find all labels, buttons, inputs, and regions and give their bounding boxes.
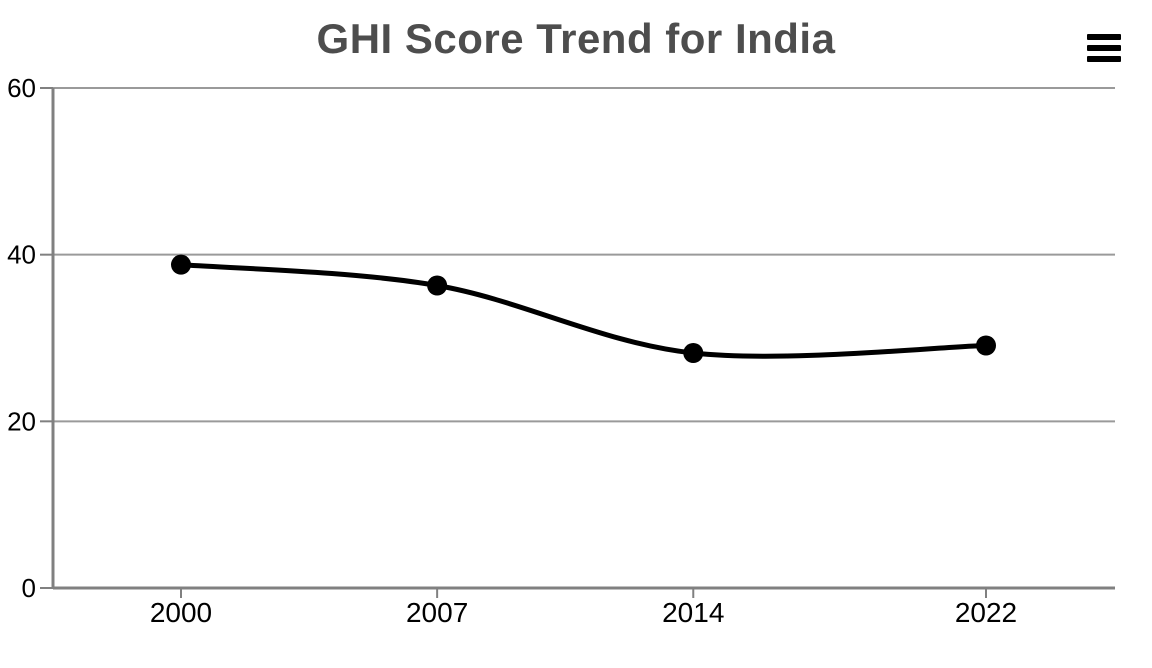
- x-axis-tick-label: 2014: [662, 597, 724, 628]
- data-point-marker[interactable]: [171, 254, 191, 275]
- hamburger-bar: [1087, 56, 1121, 62]
- data-point-marker[interactable]: [427, 275, 448, 296]
- data-point-marker[interactable]: [976, 335, 996, 356]
- data-point-marker[interactable]: [683, 343, 704, 363]
- series-line: [178, 262, 989, 359]
- x-axis-tick-label: 2000: [150, 597, 212, 628]
- y-axis-tick-label: 20: [7, 406, 36, 436]
- chart-title: GHI Score Trend for India: [316, 15, 836, 62]
- hamburger-menu-icon[interactable]: [1087, 34, 1123, 62]
- x-axis-tick-label: 2007: [406, 597, 468, 628]
- hamburger-bar: [1087, 45, 1121, 51]
- hamburger-bar: [1087, 34, 1121, 40]
- y-axis-tick-label: 60: [7, 73, 36, 103]
- y-axis-tick-label: 40: [7, 240, 36, 270]
- x-axis-tick-label: 2022: [955, 597, 1017, 628]
- y-axis-tick-label: 0: [22, 573, 36, 603]
